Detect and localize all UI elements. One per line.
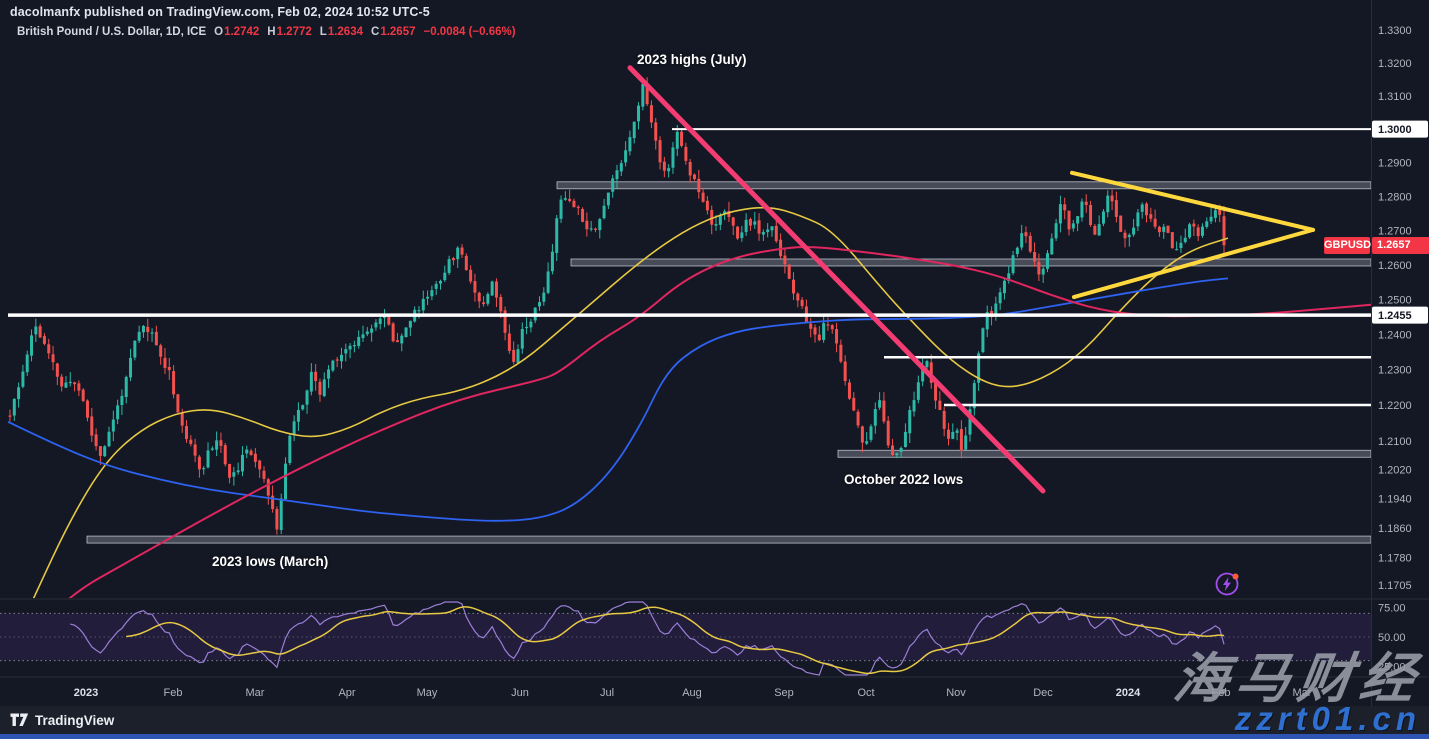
footer-bar: TradingView [0, 706, 1429, 734]
price-level-tag-label: 1.2455 [1378, 310, 1412, 322]
price-tick-label: 1.2300 [1378, 365, 1412, 377]
tradingview-logo-icon [10, 713, 29, 726]
price-tick-label: 1.2500 [1378, 295, 1412, 307]
price-tick-label: 1.3100 [1378, 91, 1412, 103]
time-tick-label: Feb [1212, 687, 1231, 699]
time-tick-label: May [417, 687, 438, 699]
rsi-tick-label: 50.00 [1378, 632, 1406, 644]
high-label: H [267, 26, 276, 38]
tradingview-logo-text: TradingView [35, 712, 115, 728]
time-tick-label: Mar [246, 687, 265, 699]
open-label: O [214, 26, 224, 38]
triangle-lower-line[interactable] [1072, 227, 1315, 300]
moving-average-line[interactable] [30, 246, 1371, 639]
price-level-tag [1372, 120, 1428, 138]
publish-byline: dacolmanfx published on TradingView.com,… [10, 5, 430, 19]
symbol-legend[interactable]: British Pound / U.S. Dollar, 1D, ICE O1.2… [17, 26, 516, 38]
price-tick-label: 1.2200 [1378, 400, 1412, 412]
time-tick-label: Mar [1293, 687, 1312, 699]
close-value: 1.2657 [380, 26, 416, 38]
price-tick-label: 1.1860 [1378, 523, 1412, 535]
high-value: 1.2772 [276, 26, 312, 38]
rsi-tick-label: 25.00 [1378, 662, 1406, 674]
last-price-tag: 1.2657 [1372, 236, 1429, 254]
time-tick-label: 2024 [1116, 687, 1141, 699]
lightning-badge-icon[interactable] [1212, 568, 1244, 600]
time-tick-label: Aug [682, 687, 702, 699]
annotation-2023-highs: 2023 highs (July) [637, 52, 747, 67]
price-tick-label: 1.2020 [1378, 465, 1412, 477]
watermark-url: zzrt01.cn [1234, 700, 1421, 737]
price-tick-label: 1.1705 [1378, 580, 1412, 592]
chart-header: dacolmanfx published on TradingView.com,… [10, 5, 516, 38]
close-label: C [371, 26, 380, 38]
moving-average-line[interactable] [20, 206, 1229, 628]
support-resistance-zone[interactable] [837, 449, 1371, 458]
time-tick-label: Nov [946, 687, 966, 699]
price-tick-label: 1.2900 [1378, 158, 1412, 170]
annotation-oct-2022-lows: October 2022 lows [844, 472, 964, 487]
open-value: 1.2742 [224, 26, 260, 38]
price-tick-label: 1.2700 [1378, 226, 1412, 238]
support-resistance-zone[interactable] [570, 258, 1371, 267]
bottom-accent-bar [0, 734, 1429, 739]
candlestick-series [8, 77, 1226, 535]
triangle-upper-line[interactable] [1070, 170, 1315, 232]
support-resistance-zone[interactable] [556, 181, 1371, 190]
annotation-2023-lows: 2023 lows (March) [212, 554, 329, 569]
price-tick-label: 1.2100 [1378, 436, 1412, 448]
time-tick-label: Jun [511, 687, 529, 699]
rsi-ma-line[interactable] [126, 606, 1225, 675]
price-tick-label: 1.1940 [1378, 494, 1412, 506]
low-label: L [319, 26, 327, 38]
symbol-price-label-tag: GBPUSD [1324, 236, 1371, 254]
change-value: −0.0084 (−0.66%) [423, 26, 516, 38]
symbol-title: British Pound / U.S. Dollar, 1D, ICE [17, 26, 207, 38]
price-tick-label: 1.1780 [1378, 552, 1412, 564]
rsi-line[interactable] [70, 601, 1225, 676]
price-tick-label: 1.2400 [1378, 329, 1412, 341]
low-value: 1.2634 [327, 26, 363, 38]
time-tick-label: Oct [857, 687, 874, 699]
time-tick-label: 2023 [74, 687, 98, 699]
price-tick-label: 1.3300 [1378, 25, 1412, 37]
price-axis[interactable]: 1.33001.32001.31001.29001.28001.27001.26… [8, 25, 1428, 674]
price-level-tag [1372, 306, 1428, 324]
time-tick-label: Jul [600, 687, 614, 699]
price-tick-label: 1.2800 [1378, 191, 1412, 203]
price-level-tag-label: 1.3000 [1378, 124, 1412, 136]
support-resistance-zone[interactable] [86, 535, 1371, 544]
time-tick-label: Dec [1033, 687, 1053, 699]
price-tick-label: 1.2600 [1378, 260, 1412, 272]
rsi-tick-label: 75.00 [1378, 603, 1406, 615]
tradingview-logo[interactable]: TradingView [10, 712, 114, 728]
time-tick-label: Sep [774, 687, 794, 699]
time-axis[interactable]: 2023 Feb Mar Apr May Jun Jul Aug Sep Oct Nov Dec 202… [74, 687, 1312, 699]
time-tick-label: Feb [164, 687, 183, 699]
time-tick-label: Apr [338, 687, 355, 699]
price-tick-label: 1.3200 [1378, 58, 1412, 70]
downtrend-line[interactable] [627, 65, 1046, 494]
